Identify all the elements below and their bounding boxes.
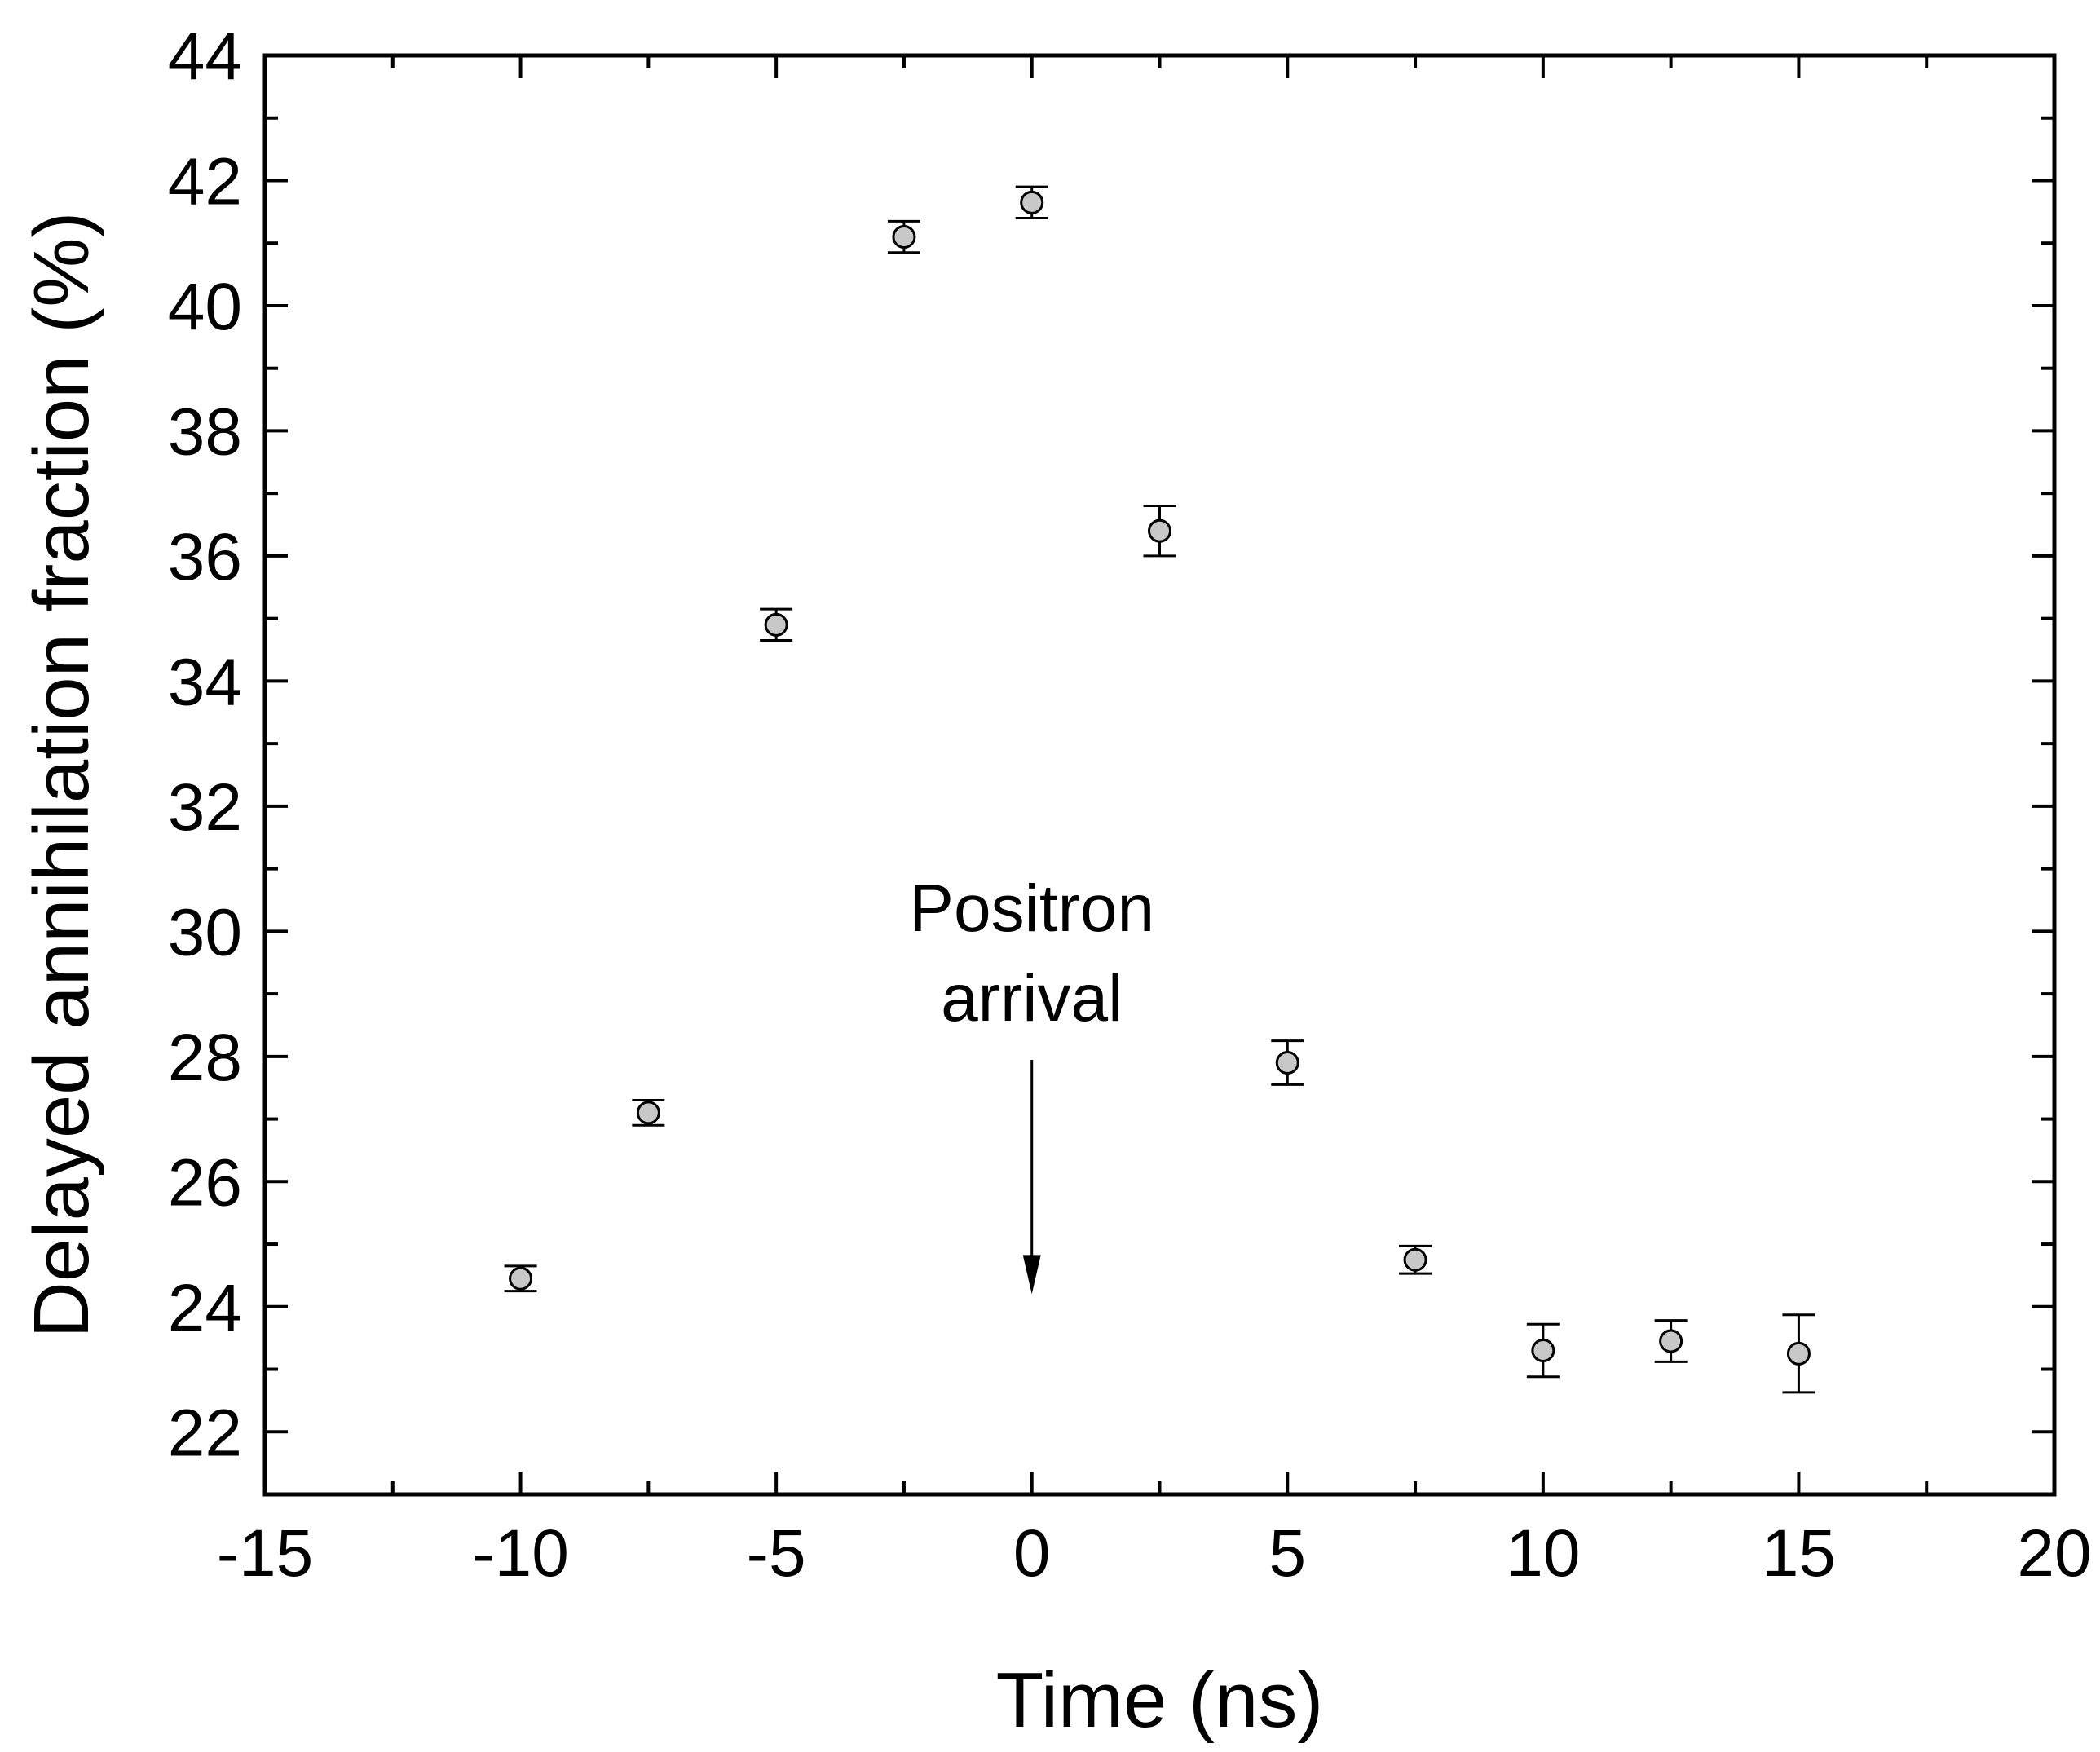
data-point bbox=[1654, 1319, 1688, 1363]
x-tick-label: 0 bbox=[1013, 1516, 1051, 1591]
data-point bbox=[632, 1099, 665, 1127]
x-axis-title: Time (ns) bbox=[996, 1657, 1324, 1744]
data-point bbox=[1015, 185, 1048, 220]
marker bbox=[1275, 1051, 1299, 1075]
y-tick-label: 26 bbox=[168, 1145, 242, 1220]
marker bbox=[1020, 190, 1044, 214]
data-point bbox=[1399, 1244, 1432, 1275]
x-tick-label: -15 bbox=[217, 1516, 314, 1591]
y-tick-label: 42 bbox=[168, 144, 242, 218]
data-point bbox=[1526, 1322, 1560, 1379]
x-tick-label: 15 bbox=[1762, 1516, 1836, 1591]
data-point bbox=[1143, 505, 1176, 558]
x-tick-label: -10 bbox=[472, 1516, 569, 1591]
y-tick-label: 30 bbox=[168, 895, 242, 969]
marker bbox=[1148, 519, 1171, 543]
data-point bbox=[504, 1264, 537, 1293]
marker bbox=[1786, 1341, 1811, 1366]
plot-frame bbox=[262, 53, 2057, 1497]
x-tick-label: -5 bbox=[747, 1516, 806, 1591]
x-tick-label: 10 bbox=[1506, 1516, 1580, 1591]
data-points bbox=[504, 185, 1815, 1394]
annotation-arrow-head bbox=[1022, 1255, 1041, 1295]
y-tick-label: 38 bbox=[168, 395, 242, 469]
x-tick-label: 5 bbox=[1268, 1516, 1306, 1591]
y-tick-label: 36 bbox=[168, 520, 242, 594]
y-tick-label: 24 bbox=[168, 1271, 242, 1345]
y-axis-ticks: 22 24 26 28 30 32 34 36 38 40 42 44 bbox=[168, 20, 2054, 1496]
y-tick-label: 40 bbox=[168, 270, 242, 344]
data-point bbox=[1782, 1313, 1815, 1394]
y-tick-label: 32 bbox=[168, 770, 242, 845]
y-tick-label: 44 bbox=[168, 20, 242, 94]
annotation-line-2: arrival bbox=[941, 961, 1123, 1035]
y-tick-label: 34 bbox=[168, 645, 242, 719]
y-tick-label: 28 bbox=[168, 1021, 242, 1095]
marker bbox=[509, 1266, 533, 1291]
data-point bbox=[1271, 1039, 1304, 1086]
x-tick-label: 20 bbox=[2017, 1516, 2091, 1591]
marker bbox=[892, 225, 916, 249]
data-point bbox=[887, 219, 920, 254]
data-point bbox=[760, 607, 793, 642]
annotation: Positron arrival bbox=[909, 872, 1154, 1295]
y-axis-title: Delayed annihilation fraction (%) bbox=[18, 211, 105, 1338]
marker bbox=[1531, 1339, 1555, 1362]
marker bbox=[1659, 1329, 1683, 1353]
x-axis-ticks: -15 -10 -5 0 5 10 15 20 bbox=[217, 55, 2092, 1591]
y-tick-label: 22 bbox=[168, 1396, 242, 1470]
marker bbox=[1403, 1247, 1427, 1272]
annotation-line-1: Positron bbox=[909, 872, 1154, 946]
marker bbox=[764, 612, 788, 637]
marker bbox=[636, 1101, 660, 1125]
